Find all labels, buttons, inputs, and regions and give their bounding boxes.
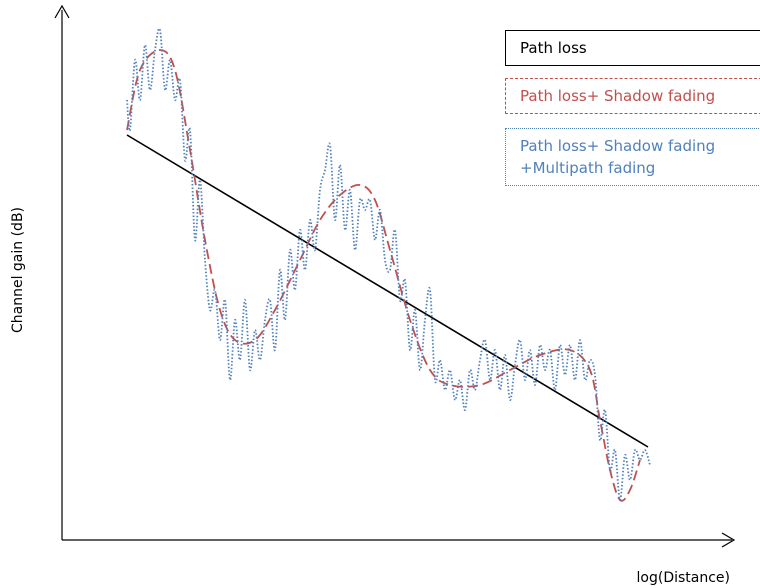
legend-entry: Path loss+ Shadow fading +Multipath fadi… [505,128,760,186]
legend-entry: Path loss+ Shadow fading [505,78,760,114]
x-axis-label: log(Distance) [637,570,730,586]
series-line [126,134,649,448]
series-line [126,27,651,501]
series-line [126,49,641,502]
x-axis-arrow [721,532,736,548]
plot-area [126,27,651,502]
y-axis-label: Channel gain (dB) [10,207,26,333]
legend-entry: Path loss [505,30,760,66]
y-axis-arrow [54,4,70,19]
